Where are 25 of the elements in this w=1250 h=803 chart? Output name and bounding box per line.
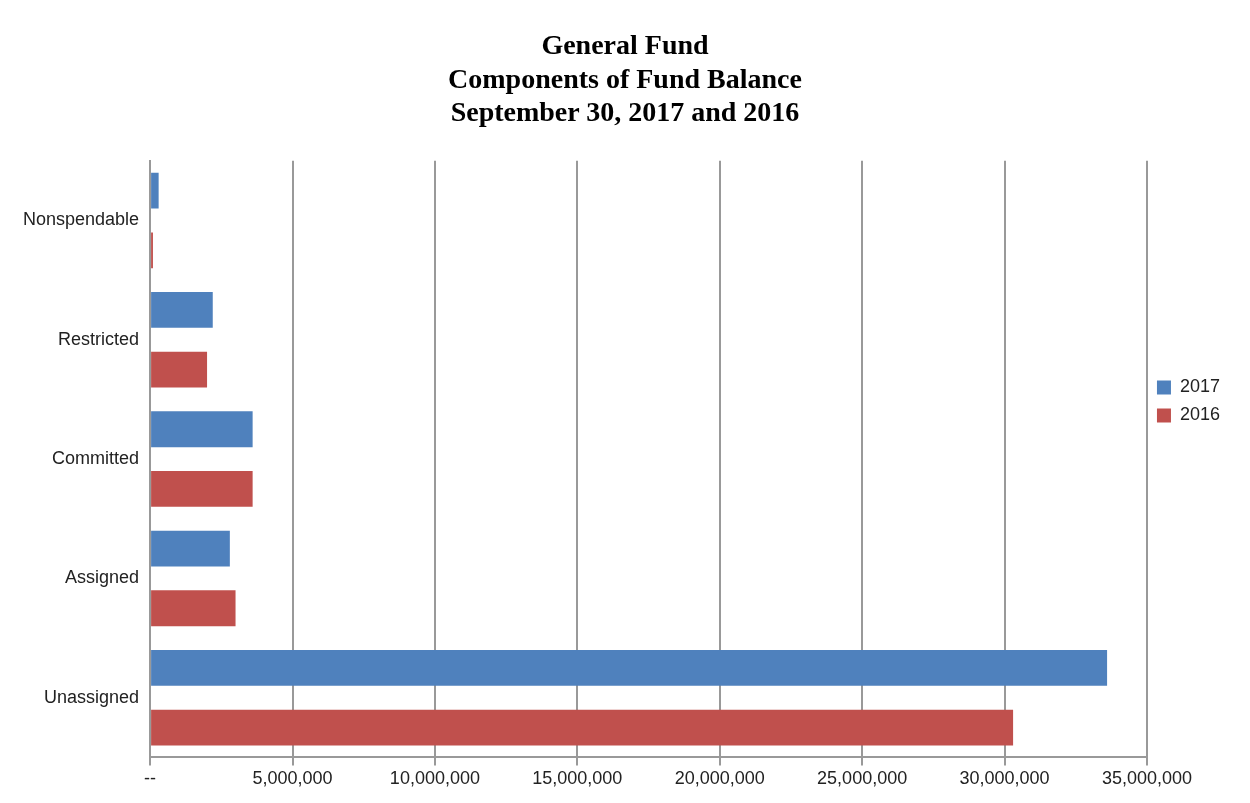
- y-tick-label: Assigned: [65, 567, 140, 588]
- bar: [151, 709, 1014, 746]
- y-tick-label: Unassigned: [44, 686, 140, 707]
- x-tick-label: 25,000,000: [817, 768, 908, 789]
- chart-title: General Fund Components of Fund Balance September 30, 2017 and 2016: [448, 29, 802, 128]
- y-tick-label: Restricted: [58, 328, 140, 349]
- bar: [151, 411, 253, 448]
- x-tick-label: 15,000,000: [532, 768, 623, 789]
- y-tick-label: Nonspendable: [22, 209, 140, 230]
- bar: [151, 471, 253, 507]
- legend-label: 2017: [1179, 376, 1220, 397]
- bar: [151, 650, 1108, 686]
- x-tick-label: 30,000,000: [959, 768, 1050, 789]
- x-tick-label: 10,000,000: [389, 768, 480, 789]
- bar: [151, 172, 159, 209]
- bar: [151, 351, 208, 388]
- y-tick-label: Committed: [52, 448, 140, 469]
- x-tick-label: 35,000,000: [1101, 768, 1192, 789]
- x-tick-label: --: [144, 768, 157, 789]
- bar: [151, 530, 230, 567]
- x-tick-label: 20,000,000: [674, 768, 765, 789]
- x-tick-label: 5,000,000: [252, 768, 333, 789]
- bar: [151, 590, 236, 627]
- bar: [151, 292, 213, 328]
- legend-label: 2016: [1179, 404, 1220, 425]
